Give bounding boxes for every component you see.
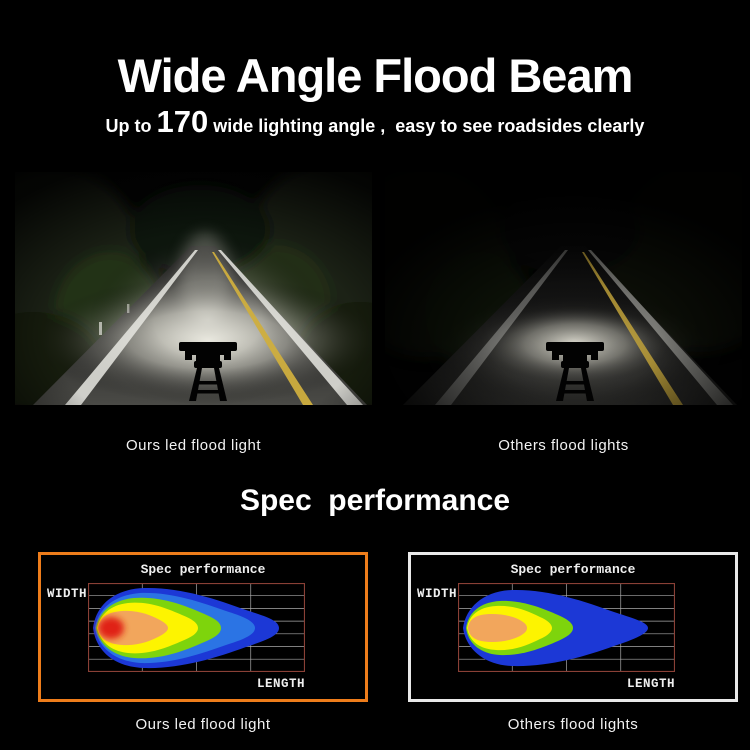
x-axis-label: LENGTH xyxy=(256,677,305,691)
x-axis-label: LENGTH xyxy=(626,677,675,691)
photo-ours-flood-beam xyxy=(15,172,372,405)
beam-hotspot-red xyxy=(98,617,124,639)
beam-pattern-plot-others xyxy=(458,583,675,672)
light-bar-on-stand-silhouette xyxy=(546,342,604,401)
caption-ours-chart: Ours led flood light xyxy=(135,716,271,733)
y-axis-label: WIDTH xyxy=(47,587,88,601)
caption-others-chart: Others flood lights xyxy=(507,716,639,733)
photo-others-flood-beam xyxy=(385,172,742,405)
chart-title: Spec performance xyxy=(510,562,636,577)
grid-border xyxy=(88,583,305,672)
section-heading: Spec performance xyxy=(239,484,511,517)
caption-others-photo: Others flood lights xyxy=(498,437,629,454)
beam-pattern-plot-ours xyxy=(88,583,305,672)
light-bar-on-stand-silhouette xyxy=(179,342,237,401)
night-road-wide-beam-illustration xyxy=(15,172,372,405)
spec-chart-others: Spec performance WIDTH LENGTH xyxy=(408,552,738,702)
vignette xyxy=(385,172,742,405)
vignette xyxy=(15,172,372,405)
spec-chart-ours: Spec performance WIDTH LENGTH xyxy=(38,552,368,702)
caption-ours-photo: Ours led flood light xyxy=(125,437,262,454)
subtitle-prefix: Up to xyxy=(105,116,157,136)
grid-border xyxy=(458,583,675,672)
chart-title: Spec performance xyxy=(140,562,266,577)
y-axis-label: WIDTH xyxy=(417,587,458,601)
subtitle-angle-value: 170 xyxy=(156,104,209,139)
beam-layer-orange xyxy=(468,614,527,642)
subtitle-suffix: wide lighting angle , easy to see roadsi… xyxy=(208,116,645,136)
night-road-narrow-beam-illustration xyxy=(385,172,742,405)
page-title: Wide Angle Flood Beam xyxy=(117,49,634,102)
page-subtitle: Up to 170 wide lighting angle , easy to … xyxy=(0,104,750,140)
